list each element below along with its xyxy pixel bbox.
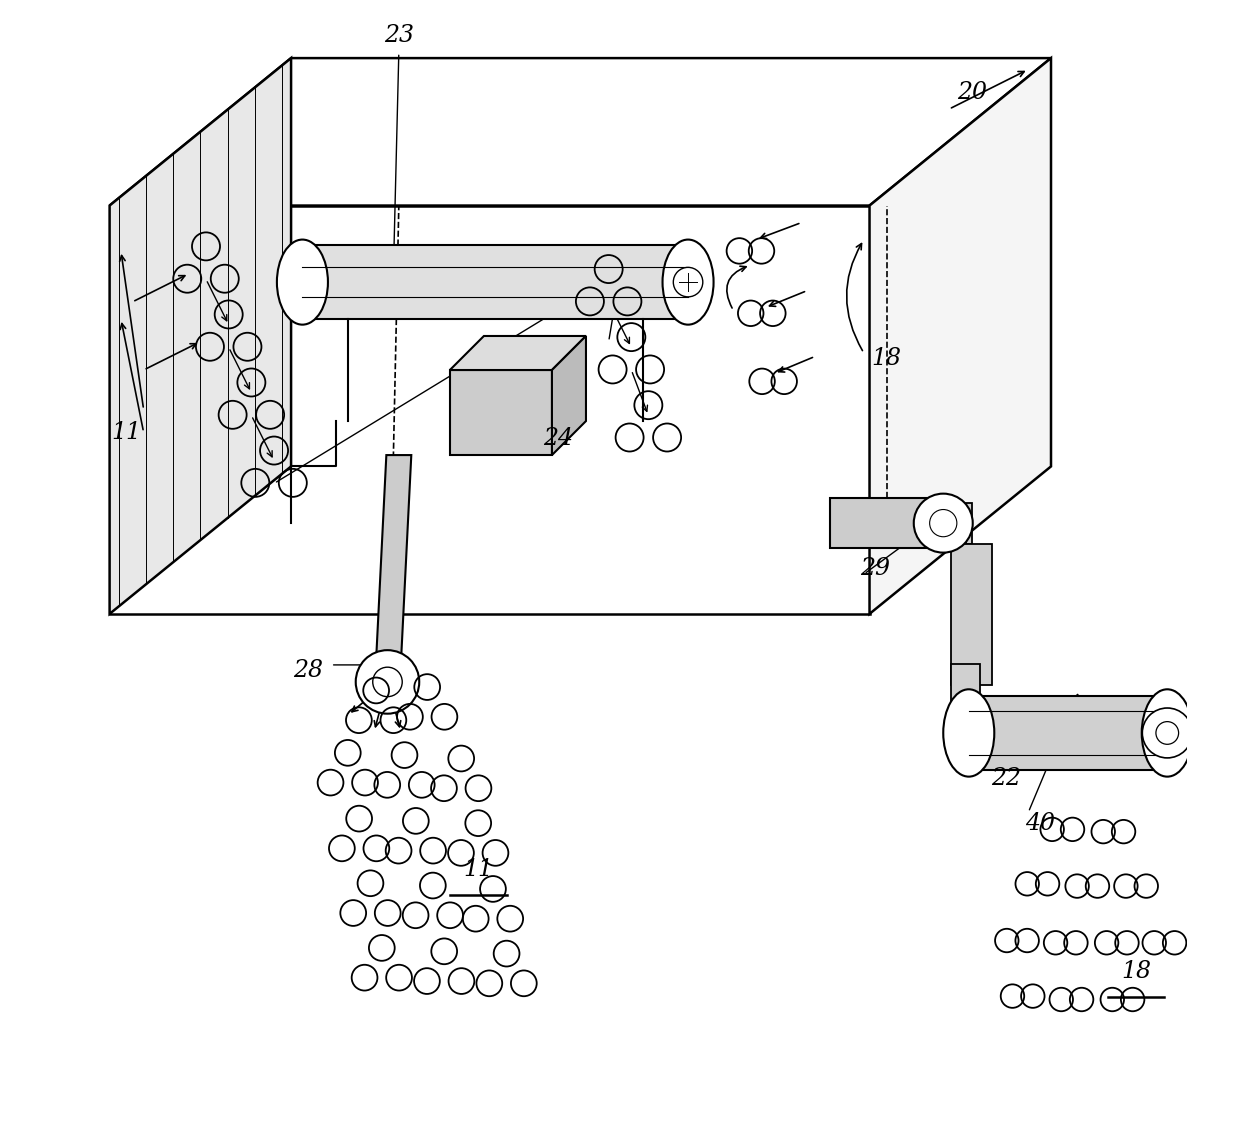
Circle shape bbox=[1142, 708, 1192, 758]
Polygon shape bbox=[450, 370, 552, 455]
Polygon shape bbox=[450, 337, 587, 370]
Text: 24: 24 bbox=[543, 426, 573, 449]
Ellipse shape bbox=[662, 240, 713, 325]
Text: 22: 22 bbox=[991, 766, 1021, 790]
Text: 28: 28 bbox=[293, 659, 324, 682]
Polygon shape bbox=[374, 455, 412, 682]
Polygon shape bbox=[109, 206, 869, 614]
Text: 29: 29 bbox=[861, 557, 890, 580]
Polygon shape bbox=[552, 337, 587, 455]
Text: 18: 18 bbox=[872, 347, 901, 371]
Polygon shape bbox=[966, 503, 972, 543]
Text: 23: 23 bbox=[384, 24, 414, 47]
Text: 20: 20 bbox=[956, 81, 987, 103]
Polygon shape bbox=[830, 498, 944, 548]
Polygon shape bbox=[109, 58, 291, 614]
Circle shape bbox=[673, 267, 703, 297]
Circle shape bbox=[914, 493, 972, 553]
Ellipse shape bbox=[1142, 689, 1193, 777]
Polygon shape bbox=[109, 58, 1052, 206]
Polygon shape bbox=[951, 664, 980, 705]
Polygon shape bbox=[303, 246, 688, 319]
Polygon shape bbox=[968, 696, 1167, 770]
Text: 11: 11 bbox=[464, 857, 494, 880]
Polygon shape bbox=[869, 58, 1052, 614]
Circle shape bbox=[356, 650, 419, 714]
Ellipse shape bbox=[944, 689, 994, 777]
Ellipse shape bbox=[277, 240, 327, 325]
Text: 11: 11 bbox=[112, 421, 141, 443]
Text: 40: 40 bbox=[1024, 812, 1055, 836]
Polygon shape bbox=[951, 543, 992, 684]
Text: 18: 18 bbox=[1121, 960, 1151, 982]
